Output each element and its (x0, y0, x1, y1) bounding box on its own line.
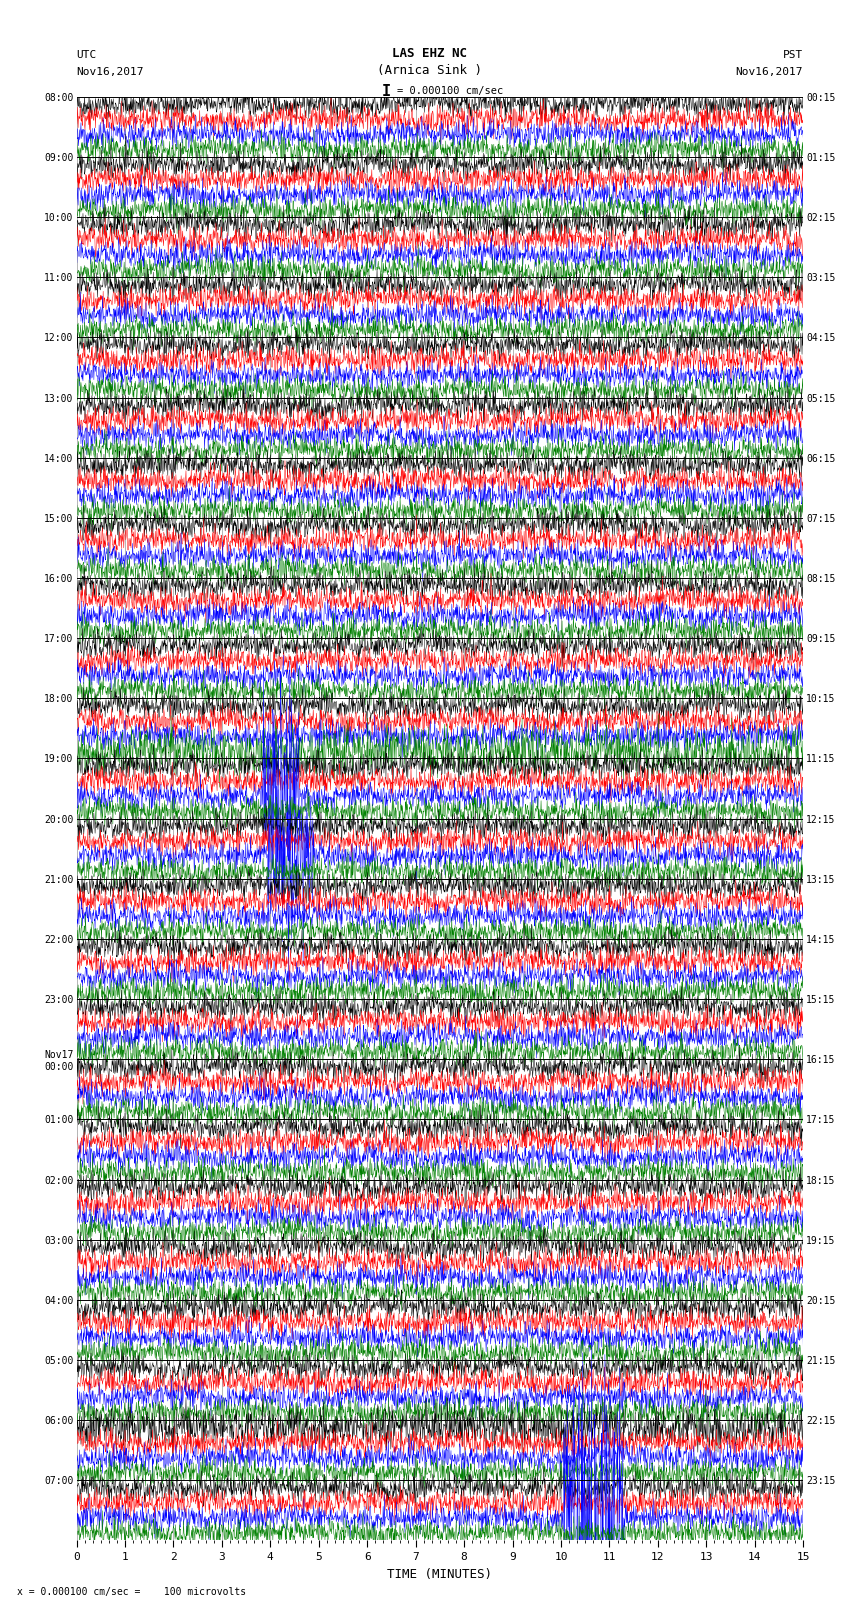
Text: = 0.000100 cm/sec: = 0.000100 cm/sec (397, 85, 503, 97)
Text: UTC: UTC (76, 50, 97, 60)
X-axis label: TIME (MINUTES): TIME (MINUTES) (388, 1568, 492, 1581)
Text: LAS EHZ NC: LAS EHZ NC (392, 47, 467, 60)
Text: PST: PST (783, 50, 803, 60)
Text: Nov16,2017: Nov16,2017 (76, 68, 144, 77)
Text: x = 0.000100 cm/sec =    100 microvolts: x = 0.000100 cm/sec = 100 microvolts (17, 1587, 246, 1597)
Text: Nov16,2017: Nov16,2017 (736, 68, 803, 77)
Text: I: I (382, 84, 391, 98)
Text: (Arnica Sink ): (Arnica Sink ) (377, 65, 482, 77)
